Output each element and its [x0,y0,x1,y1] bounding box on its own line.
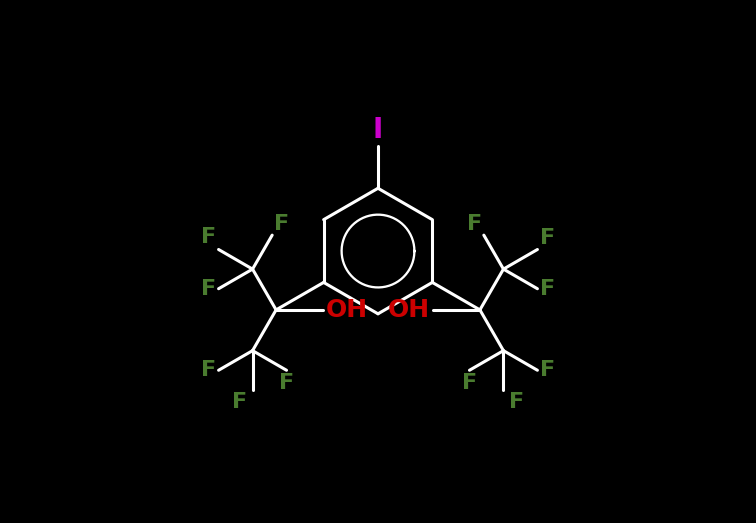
Text: OH: OH [326,298,368,322]
Text: F: F [274,213,289,234]
Text: F: F [540,360,555,380]
Text: OH: OH [388,298,430,322]
Text: I: I [373,116,383,144]
Text: F: F [462,373,477,393]
Text: F: F [509,392,524,413]
Text: F: F [279,373,294,393]
Text: F: F [201,279,216,299]
Text: F: F [201,360,216,380]
Text: F: F [201,227,216,247]
Text: F: F [540,228,555,248]
Text: F: F [467,213,482,234]
Text: F: F [540,279,555,299]
Text: F: F [232,392,247,413]
